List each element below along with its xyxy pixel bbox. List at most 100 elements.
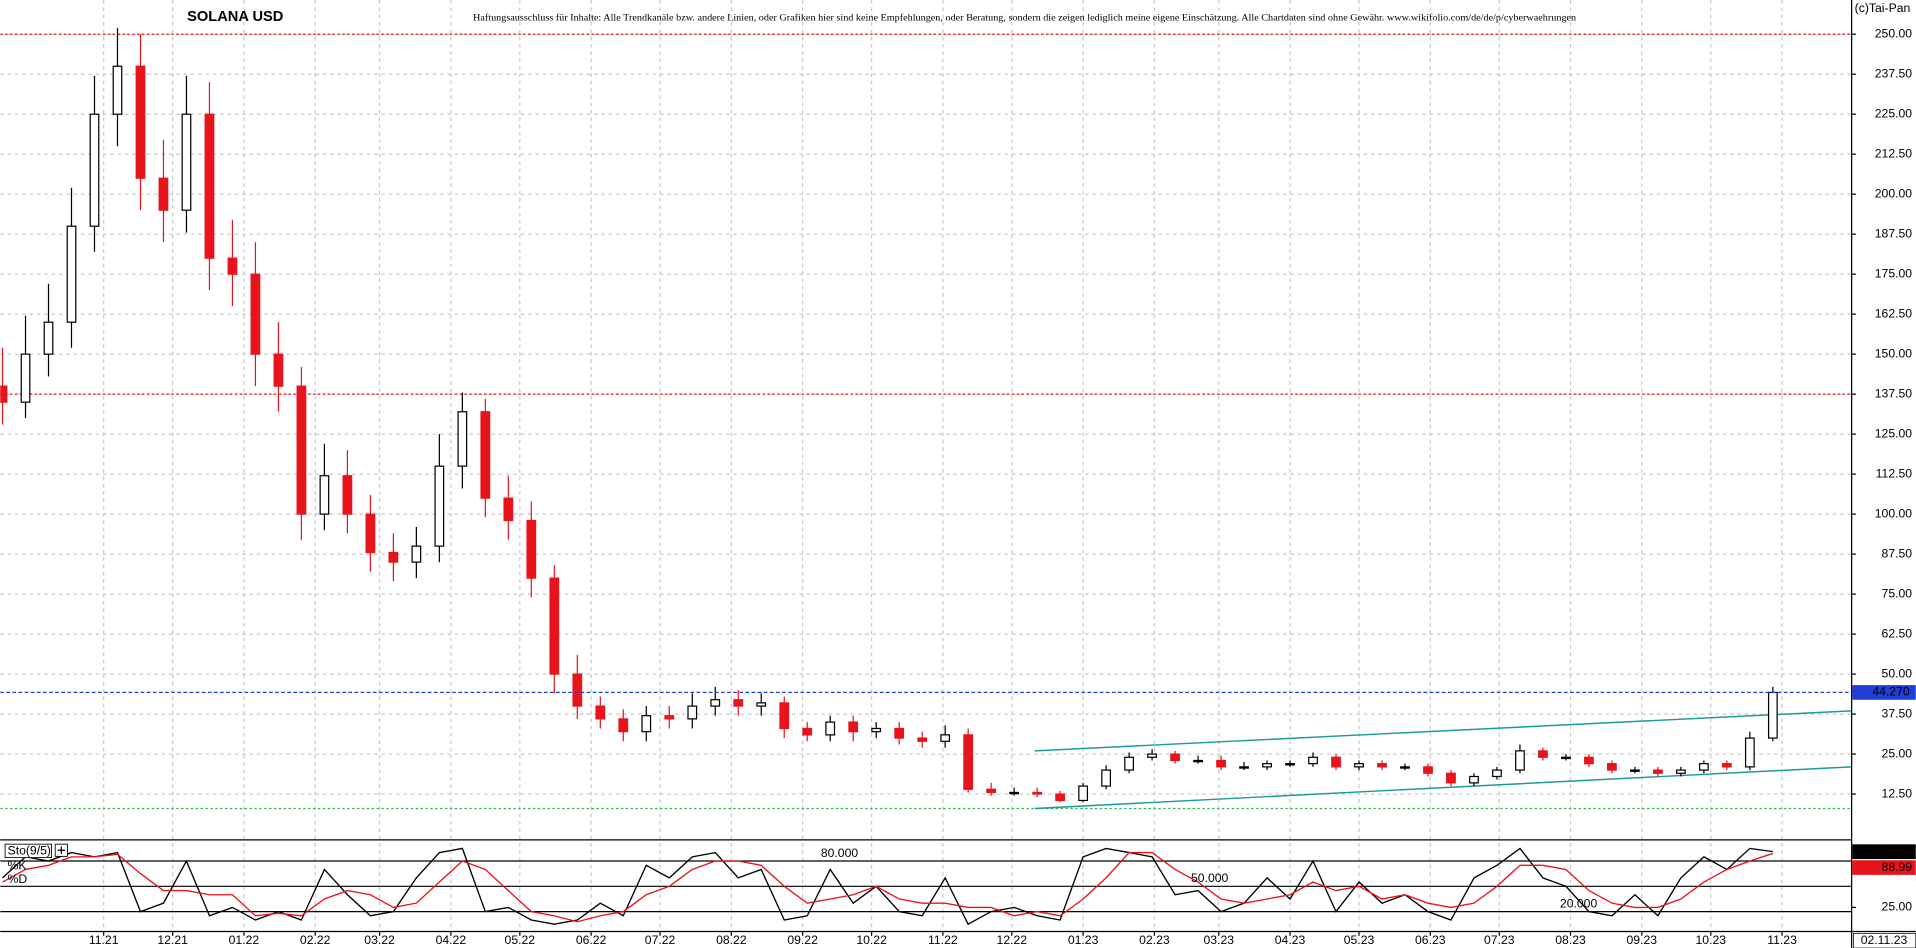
candle-body bbox=[710, 699, 721, 707]
y-tick-label: 87.50 bbox=[1882, 546, 1913, 560]
y-tick-label: 25.00 bbox=[1882, 900, 1913, 914]
candle-body bbox=[756, 702, 767, 707]
legend-entry: %D bbox=[8, 872, 28, 886]
candle-body bbox=[687, 705, 698, 720]
candle-body bbox=[572, 673, 583, 707]
x-tick-label: 08.22 bbox=[716, 933, 747, 947]
candle-body bbox=[204, 113, 215, 259]
y-tick-label: 25.00 bbox=[1882, 746, 1913, 760]
x-tick-label: 01.23 bbox=[1068, 933, 1099, 947]
candle-body bbox=[848, 721, 859, 733]
last-value-box bbox=[1852, 860, 1916, 875]
candle-body bbox=[227, 257, 238, 275]
y-tick-label: 12.50 bbox=[1882, 786, 1913, 800]
candle-body bbox=[66, 225, 77, 323]
candle-body bbox=[917, 737, 928, 742]
candle-body bbox=[1009, 791, 1020, 795]
candle-body bbox=[20, 353, 31, 403]
candle-body bbox=[1698, 763, 1709, 771]
x-tick-label: 06.22 bbox=[576, 933, 607, 947]
candle-body bbox=[1354, 763, 1364, 768]
last-price-label: 44.270 bbox=[1872, 685, 1910, 699]
candle-body bbox=[135, 65, 146, 179]
candle-body bbox=[618, 718, 629, 733]
candle-body bbox=[1262, 763, 1272, 768]
expand-icon bbox=[57, 846, 65, 854]
y-tick-label: 250.00 bbox=[1875, 26, 1913, 40]
candle-body bbox=[871, 727, 882, 733]
y-tick-label: 225.00 bbox=[1875, 106, 1913, 120]
candle-body bbox=[1584, 756, 1594, 765]
candle-body bbox=[733, 699, 744, 707]
last-value-box bbox=[1852, 844, 1916, 860]
candle-body bbox=[1423, 766, 1433, 774]
candle-body bbox=[250, 273, 261, 355]
candle-body bbox=[1607, 763, 1617, 771]
candle-body bbox=[779, 702, 790, 730]
candle-body bbox=[1124, 756, 1134, 771]
candle-body bbox=[1170, 753, 1180, 762]
candle-body bbox=[480, 411, 491, 499]
candle-body bbox=[296, 385, 307, 515]
x-tick-label: 10.23 bbox=[1696, 933, 1727, 947]
candle-body bbox=[940, 734, 951, 742]
candle-body bbox=[1538, 750, 1548, 758]
candle-body bbox=[641, 715, 652, 733]
last-value-label: 91.09 bbox=[1882, 844, 1913, 858]
copyright: (c)Tai-Pan bbox=[1855, 1, 1911, 15]
candle-body bbox=[894, 727, 905, 739]
y-tick-label: 150.00 bbox=[1875, 346, 1913, 360]
candle-body bbox=[112, 65, 123, 115]
price-panel bbox=[0, 27, 1852, 810]
x-tick-label: 01.22 bbox=[229, 933, 260, 947]
candle-body bbox=[89, 113, 100, 227]
level-label: 50.000 bbox=[1191, 871, 1229, 885]
candle-body bbox=[1492, 769, 1502, 778]
candle-body bbox=[825, 721, 836, 736]
x-tick-label: 05.22 bbox=[505, 933, 536, 947]
candle-body bbox=[434, 465, 445, 547]
stochastic-line bbox=[2, 851, 1774, 923]
y-tick-label: 137.50 bbox=[1875, 386, 1913, 400]
x-tick-label: 05.23 bbox=[1344, 933, 1375, 947]
candle-body bbox=[1147, 753, 1157, 758]
y-tick-label: 200.00 bbox=[1875, 186, 1913, 200]
candle-body bbox=[1767, 691, 1778, 739]
candle-body bbox=[457, 411, 468, 467]
candle-body bbox=[1676, 769, 1686, 774]
candle-body bbox=[802, 727, 813, 736]
candle-body bbox=[1285, 763, 1295, 766]
candle-body bbox=[1630, 769, 1640, 772]
x-tick-label: 04.22 bbox=[436, 933, 467, 947]
candle-body bbox=[1377, 763, 1387, 768]
trend-line bbox=[1034, 710, 1852, 752]
candle-body bbox=[595, 705, 606, 720]
y-tick-label: 75.00 bbox=[1882, 586, 1913, 600]
candle-body bbox=[1331, 756, 1341, 768]
chart-title: SOLANA USD bbox=[187, 9, 283, 25]
last-value-label: 88.99 bbox=[1882, 860, 1913, 874]
candle-body bbox=[1216, 759, 1226, 768]
y-tick-label: 187.50 bbox=[1875, 226, 1913, 240]
candle-body bbox=[1469, 775, 1479, 784]
y-tick-label: 37.50 bbox=[1882, 706, 1913, 720]
candle-body bbox=[365, 513, 376, 554]
x-tick-label: 03.22 bbox=[364, 933, 395, 947]
candle-body bbox=[1308, 756, 1318, 765]
candle-body bbox=[342, 475, 353, 515]
y-tick-label: 237.50 bbox=[1875, 66, 1913, 80]
x-tick-label: 10.22 bbox=[856, 933, 887, 947]
candle-body bbox=[1744, 737, 1755, 768]
indicator-name: Sto(9/5) bbox=[8, 844, 51, 858]
candle-body bbox=[1101, 769, 1111, 787]
x-tick-label: 06.23 bbox=[1415, 933, 1446, 947]
x-tick-label: 11.21 bbox=[89, 933, 119, 947]
x-tick-label: 07.23 bbox=[1484, 933, 1515, 947]
candle-body bbox=[319, 475, 330, 515]
y-tick-label: 100.00 bbox=[1875, 506, 1913, 520]
stochastic-panel bbox=[0, 847, 1852, 926]
candle-body bbox=[1239, 766, 1249, 769]
